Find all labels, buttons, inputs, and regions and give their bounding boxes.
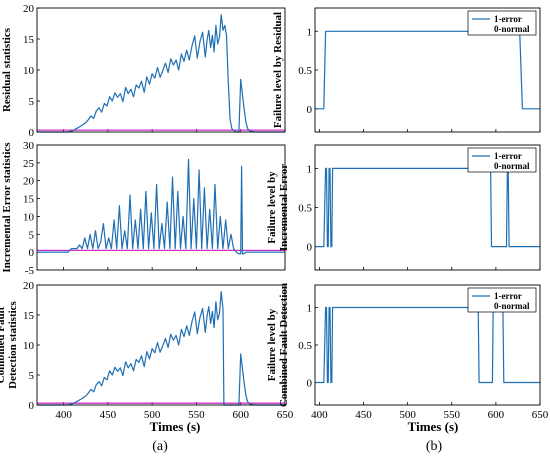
legend-label-error: 1-error	[494, 14, 522, 24]
y-tick-label: 25	[23, 158, 35, 170]
legend-box	[467, 10, 537, 36]
plot-frame	[314, 144, 541, 271]
y-tick-label: 1	[307, 26, 313, 38]
x-tick-label: 550	[188, 409, 205, 421]
y-tick-label: 0.5	[298, 340, 312, 352]
y-tick-label: 5	[29, 370, 35, 382]
x-tick-label: 450	[100, 409, 117, 421]
y-tick-label: 0	[29, 400, 35, 412]
x-tick-label: 650	[277, 409, 294, 421]
x-tick-label: 400	[55, 409, 72, 421]
plot-frame	[36, 284, 286, 406]
legend-label-error: 1-error	[494, 291, 522, 301]
y-tick-label: 10	[23, 65, 35, 77]
y-tick-label: 0	[29, 247, 35, 259]
y-tick-label: 0.5	[298, 65, 312, 77]
x-axis-label-left: Times (s)	[150, 419, 201, 434]
chart-panel-right-0: 0 0.5 1 Failure level by Residual 1-error0-n…	[272, 7, 541, 133]
y-axis-label: Incremental Error statistics	[1, 142, 13, 273]
legend-box	[467, 287, 537, 313]
x-tick-label: 600	[488, 409, 505, 421]
series-line	[37, 291, 285, 406]
x-tick-label: 500	[399, 409, 416, 421]
legend-label-normal: 0-normal	[494, 301, 530, 311]
y-tick-label: 10	[23, 340, 35, 352]
y-axis-label: Incremental Error	[278, 164, 290, 251]
y-tick-label: 0.5	[298, 203, 312, 215]
legend-box	[467, 147, 537, 173]
y-tick-label: 30	[23, 140, 35, 152]
y-tick-label: 0	[307, 242, 313, 254]
y-tick-label: 5	[29, 96, 35, 108]
chart-panel-left-0: 0 5 10 15 20 Residual statistics	[1, 3, 286, 139]
series-line	[315, 306, 540, 384]
y-tick-label: 15	[23, 34, 35, 46]
caption-right: (b)	[426, 439, 443, 454]
x-tick-label: 600	[232, 409, 249, 421]
y-axis-label: Residual statistics	[1, 27, 13, 112]
x-tick-label: 500	[144, 409, 161, 421]
x-tick-label: 650	[532, 409, 549, 421]
plot-frame	[36, 7, 286, 133]
y-tick-label: 15	[23, 310, 35, 322]
chart-panel-left-2: 0 5 10 15 20 400 450 500 550 600 650 Combined Fault…	[0, 280, 294, 421]
legend-label-normal: 0-normal	[494, 24, 530, 34]
y-axis-label: Failure level by	[266, 171, 278, 244]
legend-label-error: 1-error	[494, 151, 522, 161]
y-tick-label: 0	[307, 378, 313, 390]
x-tick-label: 450	[355, 409, 372, 421]
y-tick-label: 10	[23, 211, 35, 223]
x-tick-label: 550	[444, 409, 461, 421]
caption-left: (a)	[152, 439, 168, 454]
y-tick-label: 20	[23, 280, 35, 292]
y-tick-label: 5	[29, 229, 35, 241]
chart-panel-right-2: 0 0.5 1 400 450 500 550 600 650 Failure level by C…	[266, 283, 549, 421]
plot-frame	[314, 7, 541, 133]
y-tick-label: 1	[307, 303, 313, 315]
y-axis-label: Detection statistics	[7, 300, 19, 388]
series-line	[37, 14, 285, 133]
y-tick-label: 0	[307, 104, 313, 116]
chart-panel-left-1: -5 0 5 10 15 20 25 30 Incremental Error statisti…	[1, 140, 286, 277]
y-axis-label: Failure level by Residual	[272, 12, 284, 128]
y-tick-label: 0	[29, 127, 35, 139]
x-tick-label: 400	[311, 409, 328, 421]
x-axis-label-right: Times (s)	[408, 419, 459, 434]
legend-label-normal: 0-normal	[494, 161, 530, 171]
series-line	[315, 30, 540, 110]
y-axis-label: Combined Fault Detection	[278, 283, 290, 407]
plot-frame	[314, 284, 541, 406]
y-axis-label: Failure level by	[266, 308, 278, 381]
y-tick-label: 1	[307, 163, 313, 175]
y-tick-label: 15	[23, 194, 35, 206]
series-line	[37, 158, 285, 255]
series-line	[315, 167, 540, 248]
y-axis-label: Combined Fault	[0, 306, 7, 383]
y-tick-label: 20	[23, 3, 35, 15]
y-tick-label: 20	[23, 176, 35, 188]
plot-frame	[36, 144, 286, 271]
chart-panel-right-1: 0 0.5 1 Failure level by Incremental Error 1-…	[266, 144, 541, 271]
y-tick-label: -5	[25, 265, 35, 277]
